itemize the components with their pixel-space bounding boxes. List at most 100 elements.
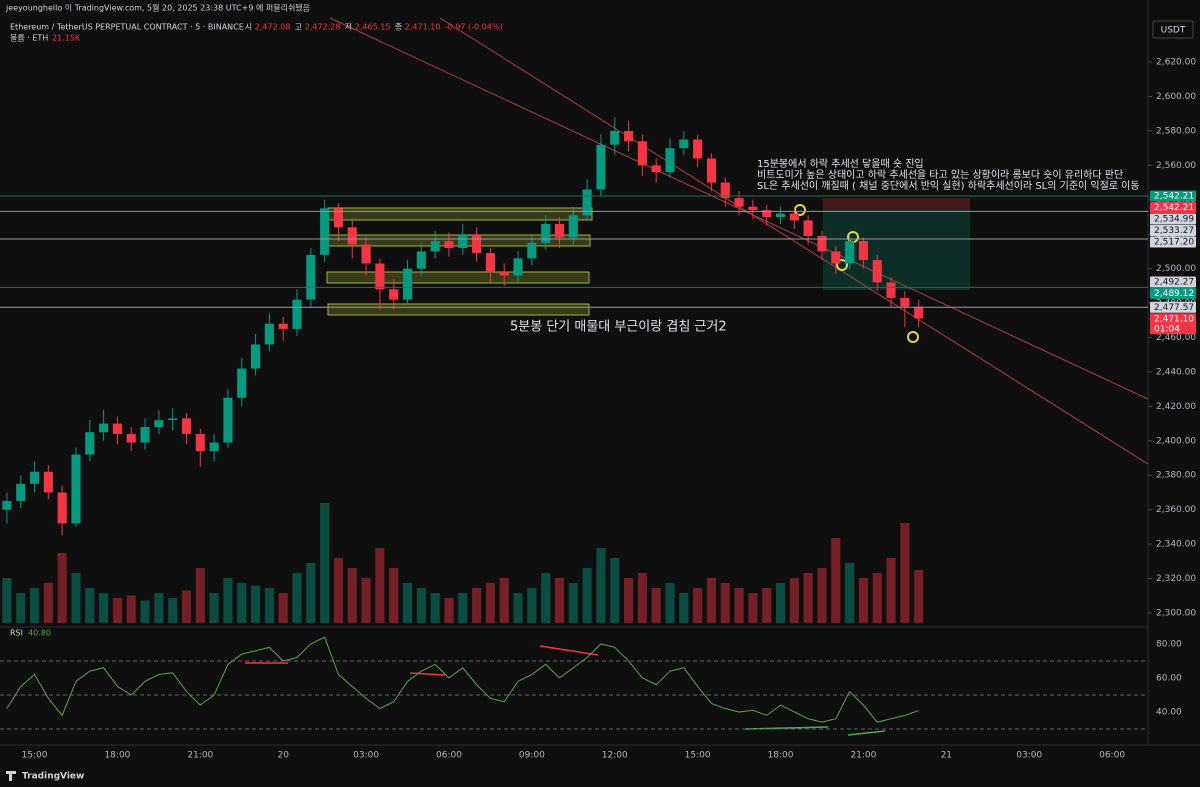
trendline	[439, 17, 1149, 465]
x-tick-label: 18:00	[768, 751, 794, 761]
y-tick-label: 2,620.00	[1156, 58, 1196, 68]
annotation: SL은 추세선이 깨질때 ( 채널 중단에서 반익 실현) 하락추세선이라 SL…	[757, 179, 1140, 192]
volume-bar	[16, 593, 26, 623]
x-tick-label: 18:00	[104, 751, 130, 761]
zone	[326, 271, 590, 284]
currency[interactable]: USDT	[1161, 26, 1186, 36]
candle-body	[554, 223, 565, 238]
y-tick-label: 2,380.00	[1156, 471, 1196, 481]
x-tick-label: 03:00	[1016, 751, 1042, 761]
candle-body	[858, 241, 868, 261]
candle-body	[16, 483, 26, 502]
candle-body	[637, 141, 647, 166]
y-tick-label: 2,320.00	[1156, 574, 1196, 584]
candle-body	[665, 148, 675, 173]
volume-bar	[693, 588, 703, 623]
volume-bar	[858, 578, 868, 623]
volume-bar	[168, 598, 178, 623]
legend-value: 2,472.28	[305, 23, 341, 32]
rsi-tick-label: 60.00	[1156, 673, 1182, 683]
volume-label: 볼륨 · ETH	[10, 33, 48, 43]
candle-body	[803, 220, 813, 236]
volume-bar	[237, 583, 247, 623]
candle-body	[831, 251, 841, 264]
volume-bar	[2, 578, 12, 623]
volume-bar	[458, 593, 468, 623]
candle-body	[762, 210, 772, 218]
candle-body	[85, 432, 95, 455]
candle-body	[416, 251, 426, 269]
volume-bar	[610, 558, 620, 623]
candle-body	[402, 268, 413, 300]
level-label: 2,517.20	[1154, 237, 1194, 247]
rsi-tick-label: 40.00	[1156, 707, 1182, 717]
level-box	[1150, 287, 1196, 299]
candle-body	[375, 263, 385, 290]
currency-box[interactable]	[1152, 20, 1194, 39]
volume-bar	[444, 598, 454, 623]
level-label: 2,471.10	[1154, 314, 1194, 324]
candle-body	[292, 299, 302, 329]
candle-body	[886, 282, 896, 298]
candle-body	[624, 130, 634, 142]
volume-bar	[900, 523, 910, 623]
volume-bar	[582, 568, 592, 623]
candle-body	[389, 289, 399, 300]
volume-bar	[789, 578, 799, 623]
y-tick-label: 2,500.00	[1156, 264, 1196, 274]
volume-bar	[914, 570, 924, 623]
annotation: 15분봉에서 하락 추세선 닿을때 숏 진입	[757, 157, 924, 170]
candle-body	[610, 130, 620, 145]
level-label: 2,542.21	[1154, 203, 1194, 213]
candle-body	[900, 297, 910, 307]
level-box	[1150, 301, 1196, 313]
x-tick-label: 21:00	[187, 751, 213, 761]
candle-body	[154, 420, 164, 428]
rsi-value: 40.80	[28, 629, 51, 638]
symbol: Ethereum / TetherUS PERPETUAL CONTRACT ·…	[10, 23, 244, 32]
volume-bar	[320, 503, 330, 623]
volume-bar	[568, 583, 578, 623]
candle-body	[112, 423, 122, 434]
candle-body	[57, 492, 67, 524]
level-box	[1150, 201, 1196, 213]
candle-body	[748, 206, 758, 211]
candle-body	[444, 241, 454, 248]
divergence	[847, 730, 886, 736]
candle-body	[333, 208, 344, 228]
legend-value: 2,472.08	[255, 23, 291, 32]
volume-bar	[513, 593, 523, 623]
y-tick-label: 2,300.00	[1156, 608, 1196, 618]
candle-body	[817, 235, 827, 252]
candle-body	[306, 254, 316, 300]
volume-bar	[472, 588, 482, 623]
candle-body	[734, 198, 744, 207]
candle-body	[278, 323, 288, 329]
legend-key: 고	[295, 23, 302, 32]
x-tick-label: 21:00	[850, 751, 876, 761]
volume-bar	[264, 588, 274, 623]
y-tick-label: 2,340.00	[1156, 540, 1196, 550]
candles	[2, 117, 924, 623]
volume-bar	[817, 568, 827, 623]
level-label: 2,477.57	[1154, 303, 1194, 313]
candle-body	[914, 306, 924, 319]
volume-bar	[762, 588, 772, 623]
candle-body	[251, 344, 261, 369]
legend-key: 저	[345, 23, 352, 32]
level-label: 2,534.99	[1154, 214, 1194, 224]
y-tick-label: 2,420.00	[1156, 402, 1196, 412]
volume-bar	[886, 558, 896, 623]
level-label: 2,542.21	[1154, 191, 1194, 201]
volume-bar	[748, 593, 758, 623]
y-tick-label: 2,360.00	[1156, 505, 1196, 515]
volume-bar	[845, 563, 855, 623]
x-tick-label: 06:00	[436, 751, 462, 761]
y-tick-label: 2,440.00	[1156, 367, 1196, 377]
footer: TradingView	[22, 772, 84, 782]
volume-bar	[375, 548, 385, 623]
level-box	[1150, 236, 1196, 248]
